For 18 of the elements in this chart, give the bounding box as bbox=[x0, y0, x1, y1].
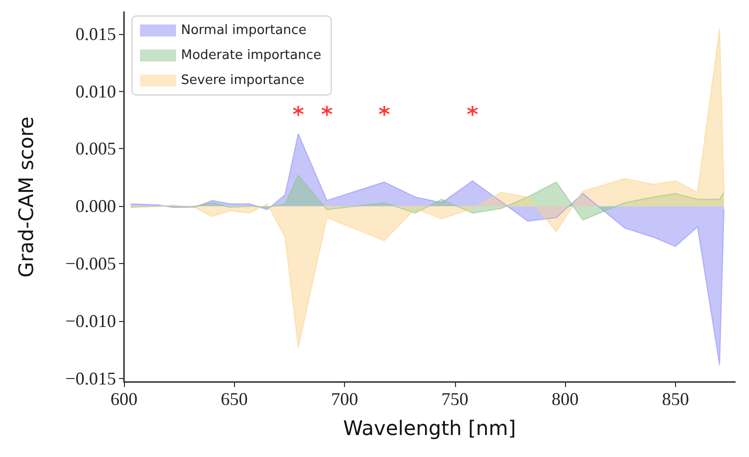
y-tick-label: −0.015 bbox=[65, 368, 116, 389]
y-tick-label: −0.005 bbox=[65, 254, 116, 274]
y-tick-label: 0.015 bbox=[76, 24, 116, 44]
y-tick-label: 0.010 bbox=[76, 81, 116, 102]
x-tick-label: 750 bbox=[441, 389, 468, 409]
x-tick-label: 850 bbox=[662, 389, 689, 409]
x-tick-label: 650 bbox=[220, 389, 248, 409]
y-tick-label: 0.000 bbox=[76, 196, 116, 216]
x-tick-label: 700 bbox=[331, 389, 358, 409]
legend-label: Normal importance bbox=[181, 23, 306, 38]
x-tick-label: 800 bbox=[552, 389, 579, 409]
legend-label: Severe importance bbox=[181, 73, 304, 88]
x-tick-label: 600 bbox=[110, 389, 138, 409]
legend-label: Moderate importance bbox=[181, 48, 322, 63]
x-axis-title: Wavelength [nm] bbox=[343, 416, 516, 440]
y-axis-title: Grad-CAM score bbox=[14, 116, 38, 278]
y-tick-label: 0.005 bbox=[76, 138, 116, 159]
y-tick-label: −0.010 bbox=[65, 311, 116, 332]
